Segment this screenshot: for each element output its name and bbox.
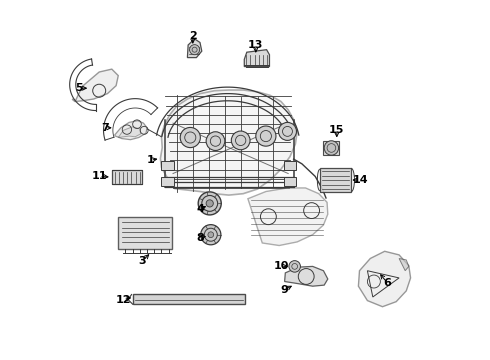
- Polygon shape: [285, 266, 328, 286]
- Text: 15: 15: [329, 125, 344, 135]
- Circle shape: [208, 232, 214, 238]
- Circle shape: [180, 127, 200, 148]
- Polygon shape: [187, 39, 202, 58]
- Text: 8: 8: [196, 233, 204, 243]
- Bar: [284, 177, 296, 186]
- Circle shape: [324, 141, 339, 155]
- Polygon shape: [118, 217, 172, 249]
- Circle shape: [278, 122, 296, 140]
- Circle shape: [231, 131, 250, 150]
- Text: 2: 2: [189, 31, 196, 41]
- Polygon shape: [245, 50, 270, 67]
- Polygon shape: [72, 69, 118, 102]
- Text: 5: 5: [75, 83, 83, 93]
- Circle shape: [198, 192, 221, 215]
- Bar: [161, 177, 174, 186]
- Text: 13: 13: [248, 40, 264, 50]
- Circle shape: [206, 200, 213, 207]
- Polygon shape: [160, 90, 297, 195]
- Polygon shape: [115, 121, 147, 140]
- Text: 12: 12: [116, 294, 131, 305]
- Bar: [161, 161, 174, 170]
- Polygon shape: [320, 168, 351, 192]
- Polygon shape: [358, 251, 411, 307]
- Circle shape: [256, 126, 276, 146]
- Text: 1: 1: [147, 155, 154, 165]
- Circle shape: [201, 225, 221, 245]
- Polygon shape: [133, 294, 245, 304]
- Polygon shape: [248, 188, 328, 246]
- Text: 14: 14: [352, 175, 368, 185]
- Text: 11: 11: [92, 171, 107, 181]
- Circle shape: [289, 261, 300, 272]
- Circle shape: [206, 132, 225, 150]
- Text: 6: 6: [383, 278, 391, 288]
- Text: 7: 7: [101, 123, 109, 133]
- Polygon shape: [118, 127, 141, 138]
- Bar: [284, 161, 296, 170]
- Polygon shape: [323, 141, 339, 155]
- Polygon shape: [112, 170, 143, 184]
- Text: 4: 4: [196, 204, 204, 214]
- Text: 10: 10: [273, 261, 289, 271]
- Circle shape: [190, 45, 199, 55]
- Text: 3: 3: [139, 256, 146, 266]
- Polygon shape: [399, 258, 409, 271]
- Text: 9: 9: [281, 285, 289, 295]
